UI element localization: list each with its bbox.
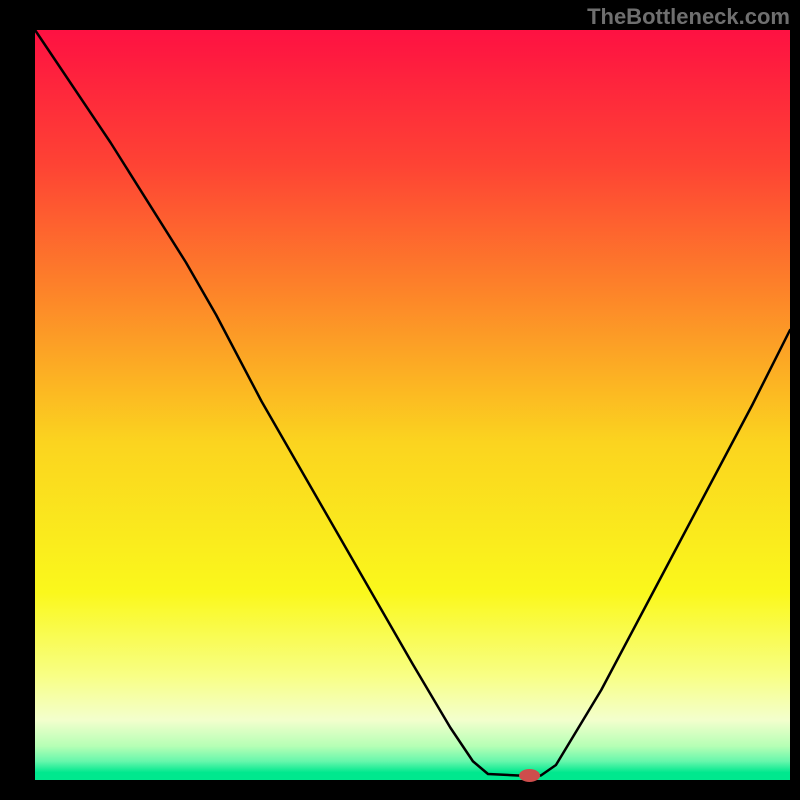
bottleneck-chart: TheBottleneck.com — [0, 0, 800, 800]
chart-svg — [0, 0, 800, 800]
plot-area — [35, 30, 790, 780]
watermark-text: TheBottleneck.com — [587, 4, 790, 30]
optimal-marker — [520, 770, 540, 782]
